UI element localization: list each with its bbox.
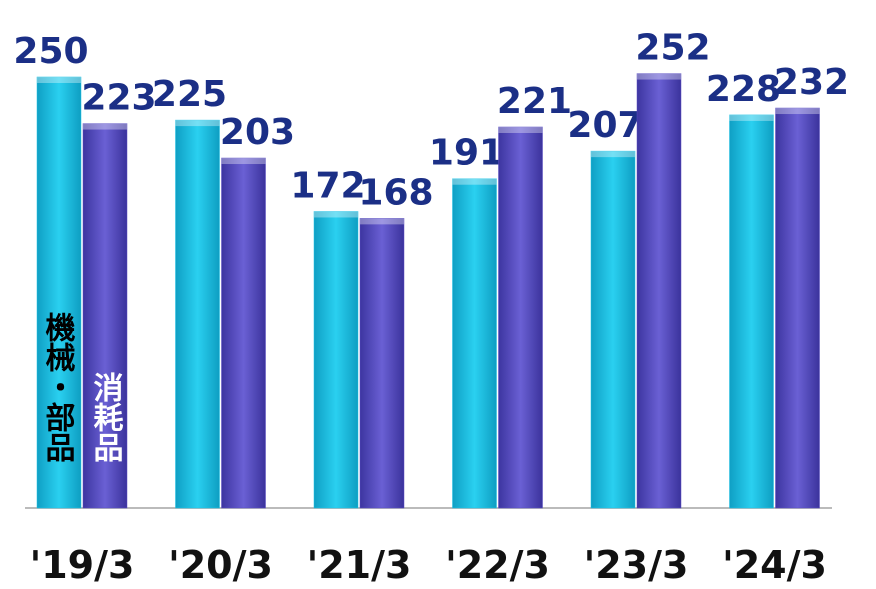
data-label: 221 — [497, 81, 572, 122]
bar — [498, 126, 543, 509]
data-label: 172 — [290, 165, 365, 206]
bar-top — [221, 158, 266, 165]
bar-top — [452, 178, 497, 185]
bar-top — [37, 77, 81, 83]
bar-top — [83, 123, 127, 130]
bar — [452, 178, 497, 509]
bar-top — [314, 211, 358, 218]
bar — [221, 157, 266, 509]
bar — [359, 218, 405, 509]
bar — [590, 150, 636, 509]
legend-label: 消耗品 — [88, 372, 124, 462]
bar — [82, 123, 128, 509]
bar-top — [775, 108, 820, 115]
bar — [36, 76, 82, 509]
bar — [775, 107, 820, 509]
data-label: 207 — [567, 105, 642, 146]
data-label: 168 — [358, 172, 433, 213]
x-tick-label: '23/3 — [584, 543, 689, 587]
bar-top — [175, 120, 220, 127]
bar — [175, 119, 220, 509]
bar — [313, 211, 359, 509]
x-tick-label: '20/3 — [168, 543, 273, 587]
bar-top — [498, 126, 543, 133]
data-label: 232 — [774, 62, 849, 103]
bar — [636, 73, 682, 509]
bar-top — [729, 114, 774, 121]
bar-top — [591, 151, 635, 158]
legend-label: 機械・部品 — [40, 312, 76, 462]
data-label: 252 — [635, 28, 710, 69]
data-label: 191 — [429, 133, 504, 174]
x-tick-label: '21/3 — [307, 543, 412, 587]
x-tick-label: '24/3 — [722, 543, 827, 587]
x-tick-label: '22/3 — [445, 543, 550, 587]
data-label: 223 — [81, 78, 156, 119]
data-label: 225 — [152, 74, 227, 115]
bar-top — [360, 218, 404, 225]
bar-top — [637, 73, 681, 80]
data-label: 228 — [706, 69, 781, 110]
x-tick-label: '19/3 — [30, 543, 135, 587]
data-label: 203 — [220, 112, 295, 153]
bar — [729, 114, 774, 509]
data-label: 250 — [13, 31, 88, 72]
